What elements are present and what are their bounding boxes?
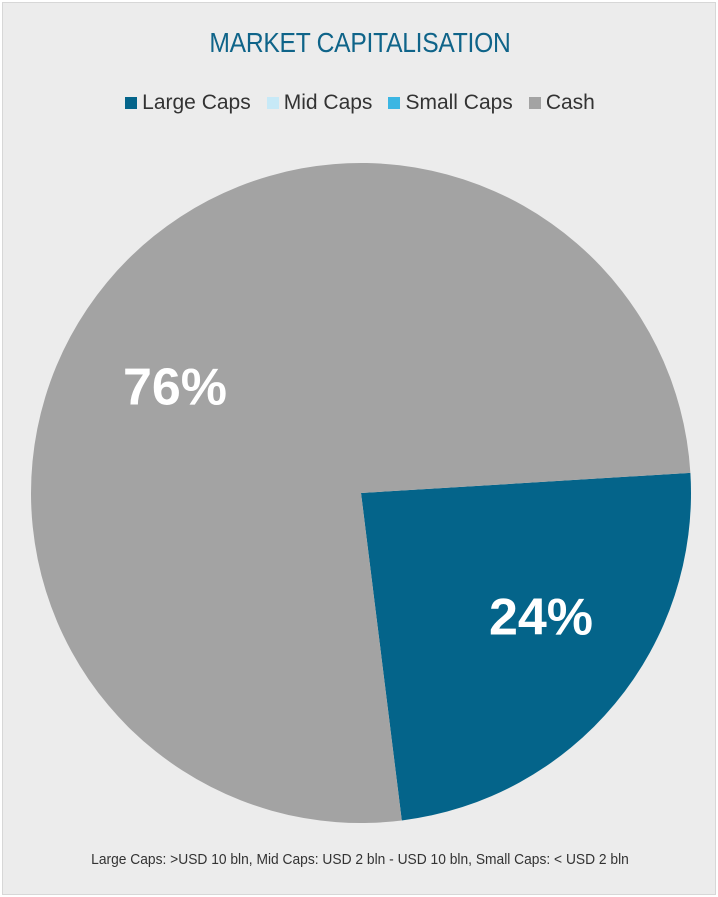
legend-swatch [528,97,541,109]
pie-slice-large-caps [361,472,691,821]
pie-slice-cash [31,162,691,823]
slice-value-label: 24% [489,589,593,647]
legend-label: Cash [545,91,595,114]
pie-chart: 24% 76% [31,162,691,823]
legend-item: Large Caps [125,91,251,115]
legend-swatch [266,97,279,109]
legend-label: Mid Caps [283,91,373,114]
chart-title: MARKET CAPITALISATION [209,27,511,58]
legend-swatch [388,97,401,109]
legend-item: Cash [528,91,595,115]
legend-swatch [125,97,138,109]
legend-label: Large Caps [142,91,251,114]
slice-value-label: 76% [123,359,227,417]
footnote: Large Caps: >USD 10 bln, Mid Caps: USD 2… [91,851,629,868]
legend-item: Mid Caps [266,91,373,115]
legend-item: Small Caps [388,91,513,115]
legend: Large Caps Mid Caps Small Caps Cash [3,91,717,115]
legend-label: Small Caps [405,91,513,114]
